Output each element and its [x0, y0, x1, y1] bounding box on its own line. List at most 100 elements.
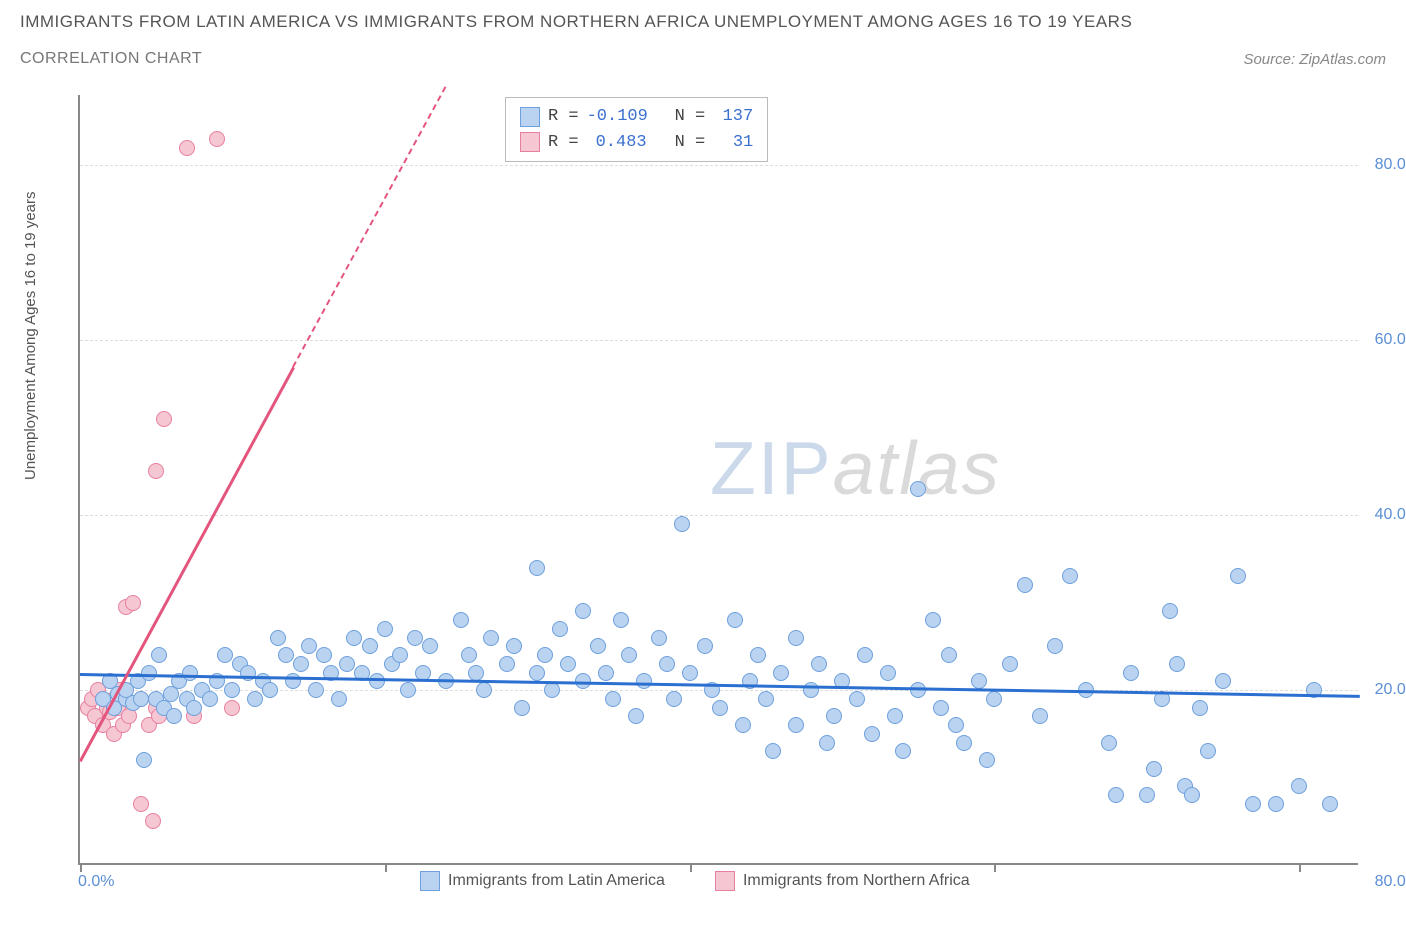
scatter-marker: [682, 665, 698, 681]
scatter-marker: [224, 700, 240, 716]
scatter-marker: [552, 621, 568, 637]
scatter-marker: [377, 621, 393, 637]
scatter-marker: [864, 726, 880, 742]
legend-item-pink: Immigrants from Northern Africa: [715, 871, 970, 891]
scatter-marker: [857, 647, 873, 663]
scatter-marker: [666, 691, 682, 707]
xtick: [1299, 863, 1301, 872]
scatter-marker: [1230, 568, 1246, 584]
scatter-marker: [727, 612, 743, 628]
scatter-marker: [308, 682, 324, 698]
scatter-marker: [788, 717, 804, 733]
stat-n-label2: N =: [675, 130, 706, 156]
scatter-marker: [925, 612, 941, 628]
scatter-marker: [278, 647, 294, 663]
scatter-marker: [933, 700, 949, 716]
scatter-marker: [560, 656, 576, 672]
ytick-label: 40.0%: [1375, 506, 1406, 524]
scatter-marker: [1108, 787, 1124, 803]
swatch-blue: [520, 107, 540, 127]
stat-n-label: N =: [675, 104, 706, 130]
scatter-marker: [362, 638, 378, 654]
ytick-label: 60.0%: [1375, 331, 1406, 349]
xtick: [690, 863, 692, 872]
legend-label-pink: Immigrants from Northern Africa: [743, 872, 970, 890]
scatter-marker: [628, 708, 644, 724]
scatter-marker: [422, 638, 438, 654]
scatter-marker: [166, 708, 182, 724]
scatter-marker: [849, 691, 865, 707]
scatter-marker: [880, 665, 896, 681]
header: IMMIGRANTS FROM LATIN AMERICA VS IMMIGRA…: [0, 0, 1406, 68]
scatter-marker: [468, 665, 484, 681]
scatter-marker: [887, 708, 903, 724]
scatter-marker: [1268, 796, 1284, 812]
scatter-marker: [148, 463, 164, 479]
scatter-marker: [483, 630, 499, 646]
scatter-marker: [750, 647, 766, 663]
subtitle-row: CORRELATION CHART Source: ZipAtlas.com: [20, 50, 1386, 68]
scatter-marker: [613, 612, 629, 628]
stat-r-label: R =: [548, 104, 579, 130]
scatter-marker: [202, 691, 218, 707]
scatter-marker: [529, 560, 545, 576]
scatter-marker: [316, 647, 332, 663]
xtick-0: 0.0%: [78, 873, 114, 891]
scatter-marker: [788, 630, 804, 646]
stat-r-pink: 0.483: [587, 130, 647, 156]
trendline: [292, 87, 446, 368]
scatter-marker: [1017, 577, 1033, 593]
chart-title: IMMIGRANTS FROM LATIN AMERICA VS IMMIGRA…: [20, 12, 1386, 32]
scatter-marker: [1192, 700, 1208, 716]
scatter-marker: [400, 682, 416, 698]
yaxis-label: Unemployment Among Ages 16 to 19 years: [22, 191, 39, 480]
scatter-marker: [136, 752, 152, 768]
scatter-marker: [537, 647, 553, 663]
scatter-marker: [1291, 778, 1307, 794]
scatter-marker: [1032, 708, 1048, 724]
gridline: [80, 515, 1358, 516]
scatter-marker: [659, 656, 675, 672]
stats-row-pink: R = 0.483 N = 31: [520, 130, 753, 156]
scatter-marker: [895, 743, 911, 759]
scatter-marker: [971, 673, 987, 689]
scatter-marker: [1123, 665, 1139, 681]
scatter-marker: [346, 630, 362, 646]
scatter-marker: [217, 647, 233, 663]
legend-swatch-blue: [420, 871, 440, 891]
chart-container: ZIPatlas R = -0.109 N = 137 R = 0.483 N …: [70, 95, 1370, 885]
scatter-marker: [1169, 656, 1185, 672]
scatter-marker: [1162, 603, 1178, 619]
gridline: [80, 165, 1358, 166]
scatter-marker: [224, 682, 240, 698]
scatter-marker: [407, 630, 423, 646]
scatter-marker: [145, 813, 161, 829]
scatter-marker: [910, 481, 926, 497]
stat-r-blue: -0.109: [587, 104, 647, 130]
scatter-marker: [293, 656, 309, 672]
legend-item-blue: Immigrants from Latin America: [420, 871, 665, 891]
scatter-marker: [598, 665, 614, 681]
scatter-marker: [247, 691, 263, 707]
scatter-marker: [910, 682, 926, 698]
scatter-marker: [941, 647, 957, 663]
scatter-marker: [392, 647, 408, 663]
scatter-marker: [1200, 743, 1216, 759]
scatter-marker: [209, 131, 225, 147]
scatter-marker: [773, 665, 789, 681]
scatter-marker: [1146, 761, 1162, 777]
scatter-marker: [331, 691, 347, 707]
xtick: [385, 863, 387, 872]
scatter-marker: [1215, 673, 1231, 689]
stats-row-blue: R = -0.109 N = 137: [520, 104, 753, 130]
bottom-legend: Immigrants from Latin America Immigrants…: [420, 871, 970, 891]
scatter-marker: [1047, 638, 1063, 654]
scatter-marker: [712, 700, 728, 716]
scatter-marker: [979, 752, 995, 768]
scatter-marker: [948, 717, 964, 733]
scatter-marker: [186, 700, 202, 716]
scatter-marker: [758, 691, 774, 707]
swatch-pink: [520, 132, 540, 152]
scatter-marker: [1062, 568, 1078, 584]
scatter-marker: [461, 647, 477, 663]
